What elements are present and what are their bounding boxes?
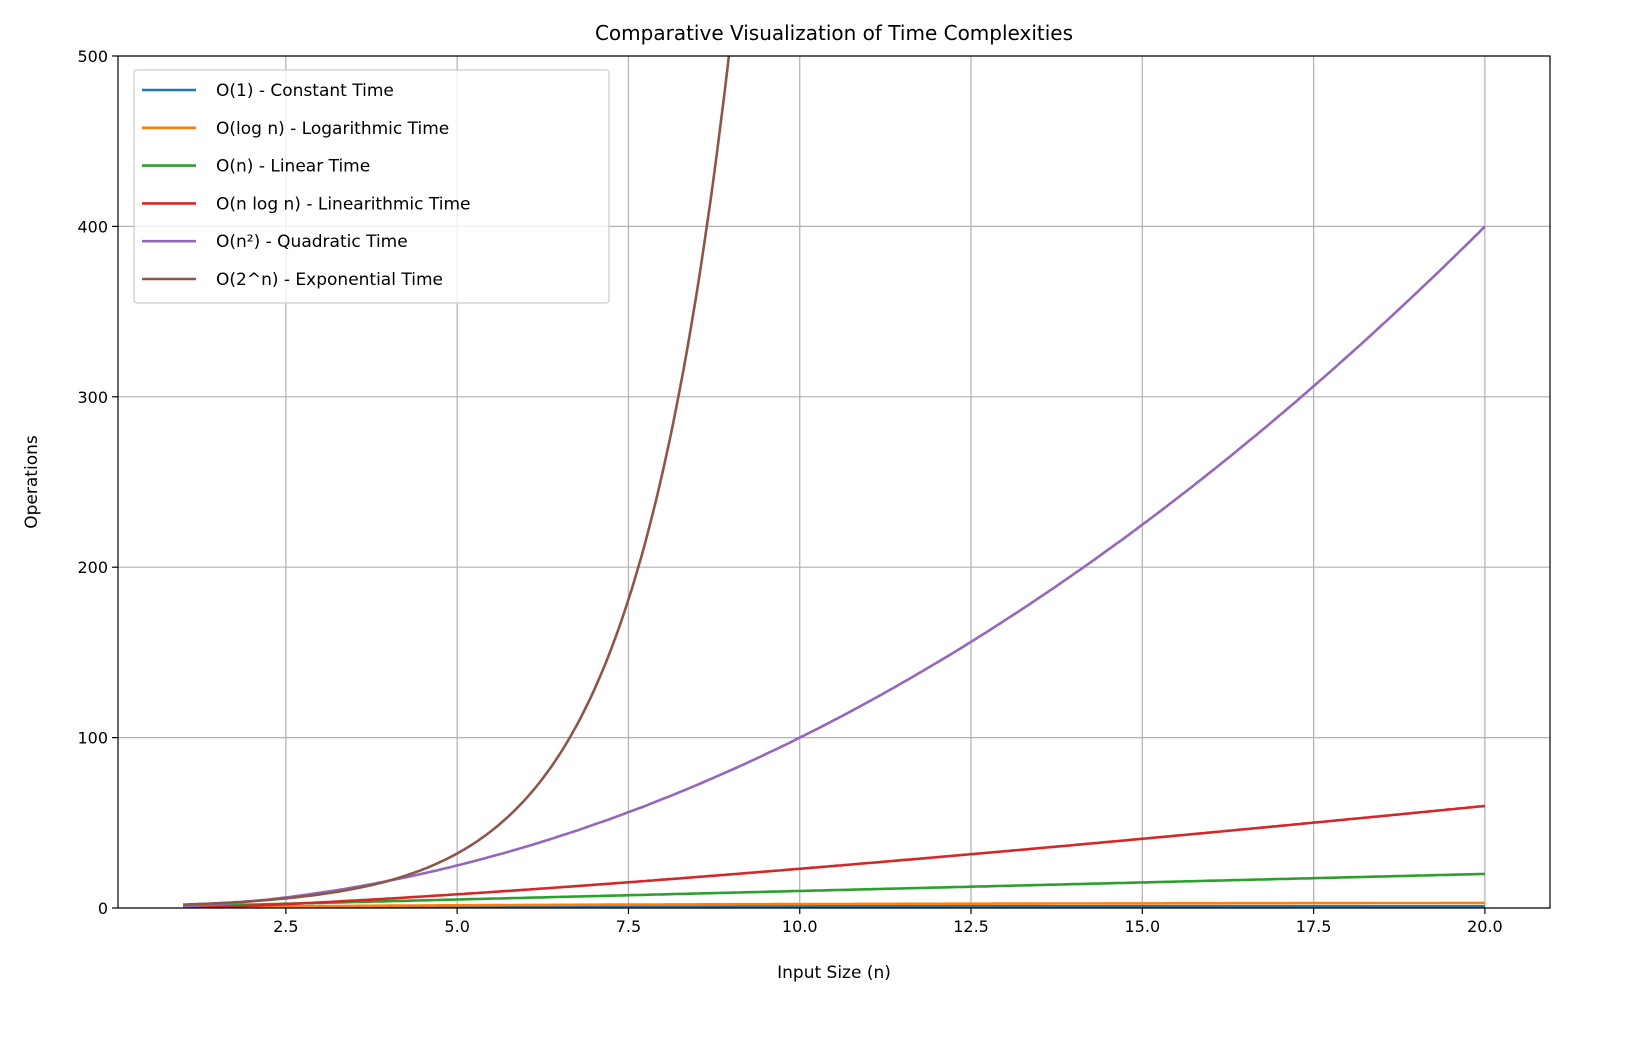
y-tick-label: 300: [77, 388, 108, 407]
y-tick-label: 200: [77, 558, 108, 577]
series-line-3: [183, 804, 1486, 908]
legend-label: O(1) - Constant Time: [216, 81, 394, 101]
legend-box: [133, 69, 610, 304]
x-tick-label: 12.5: [953, 917, 989, 936]
legend-label: O(log n) - Logarithmic Time: [216, 119, 449, 139]
x-tick-label: 2.5: [273, 917, 298, 936]
series-lines: [183, 56, 1486, 908]
y-tick-label: 400: [77, 217, 108, 236]
x-tick-label: 7.5: [616, 917, 641, 936]
series-line-1: [183, 901, 1485, 908]
y-axis-label: Operations: [22, 435, 42, 529]
x-axis-label: Input Size (n): [777, 963, 891, 983]
y-tick-label: 500: [77, 47, 108, 66]
series-line-5: [183, 56, 731, 906]
legend-label: O(n²) - Quadratic Time: [216, 232, 408, 252]
y-tick-label: 0: [98, 899, 108, 918]
legend-label: O(2^n) - Exponential Time: [216, 270, 443, 290]
x-tick-label: 15.0: [1125, 917, 1161, 936]
ticks: 2.5 5.0 7.5 10.0 12.5 15.0 17.5 20.0 0 100 200 300 4…: [77, 47, 1502, 936]
series-line-2: [183, 872, 1485, 908]
axes-frame: [117, 55, 1551, 909]
x-tick-label: 5.0: [444, 917, 469, 936]
x-tick-label: 20.0: [1467, 917, 1503, 936]
legend-label: O(n) - Linear Time: [216, 157, 370, 177]
x-tick-label: 17.5: [1296, 917, 1332, 936]
legend: O(1) - Constant Time O(log n) - Logarithm…: [133, 69, 610, 304]
chart-title: Comparative Visualization of Time Comple…: [595, 21, 1073, 45]
y-tick-label: 100: [77, 729, 108, 748]
legend-label: O(n log n) - Linearithmic Time: [216, 194, 471, 214]
x-tick-label: 10.0: [782, 917, 818, 936]
